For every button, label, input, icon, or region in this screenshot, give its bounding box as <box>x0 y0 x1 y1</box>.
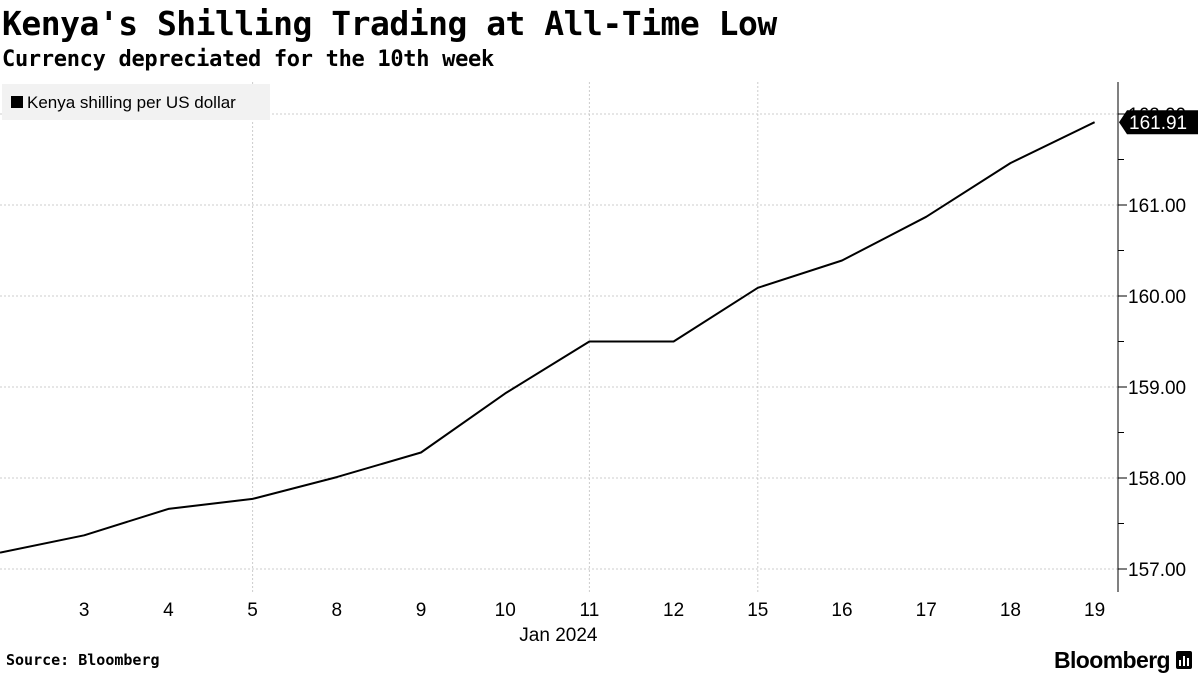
legend: Kenya shilling per US dollar <box>2 84 270 120</box>
source-note: Source: Bloomberg <box>6 651 160 669</box>
x-tick-label: 16 <box>831 600 852 621</box>
legend-background <box>2 84 270 120</box>
last-value-badge: 161.91 <box>1119 110 1198 135</box>
y-tick-label: 159.00 <box>1128 378 1186 399</box>
x-tick-label: 17 <box>916 600 937 621</box>
bloomberg-logo: Bloomberg <box>1054 646 1192 674</box>
x-axis-label: Jan 2024 <box>519 625 598 646</box>
series-layer <box>0 121 1096 554</box>
x-tick-label: 12 <box>663 600 684 621</box>
bloomberg-bar-chart-icon <box>1176 651 1192 669</box>
x-tick-label: 11 <box>580 600 600 621</box>
chart-title: Kenya's Shilling Trading at All-Time Low <box>2 4 777 43</box>
y-tick-label: 157.00 <box>1128 560 1186 581</box>
y-tick-label: 158.00 <box>1128 469 1186 490</box>
x-tick-label: 5 <box>247 600 258 621</box>
chart-subtitle: Currency depreciated for the 10th week <box>2 47 494 72</box>
x-tick-label: 4 <box>163 600 174 621</box>
x-tick-label: 19 <box>1084 600 1105 621</box>
brand-name: Bloomberg <box>1054 647 1171 673</box>
legend-label: Kenya shilling per US dollar <box>27 93 236 112</box>
grid-lines <box>0 82 1118 592</box>
x-tick-label: 3 <box>79 600 90 621</box>
last-value-text: 161.91 <box>1129 113 1187 134</box>
y-tick-label: 160.00 <box>1128 287 1186 308</box>
y-tick-label: 161.00 <box>1128 196 1186 217</box>
legend-swatch <box>11 96 23 108</box>
x-tick-label: 15 <box>747 600 768 621</box>
x-tick-label: 18 <box>1000 600 1021 621</box>
last-value-badge-background <box>1119 110 1198 135</box>
series-line <box>0 121 1096 554</box>
x-axis: 3 4 5 8 9 10 11 12 15 16 17 18 19 <box>79 600 1105 621</box>
x-tick-label: 8 <box>332 600 343 621</box>
x-tick-label: 9 <box>416 600 427 621</box>
x-tick-label: 10 <box>495 600 516 621</box>
